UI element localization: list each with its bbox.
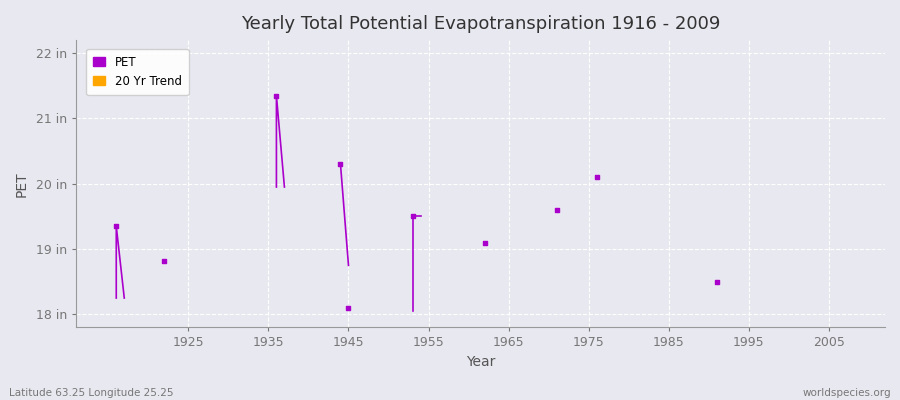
Title: Yearly Total Potential Evapotranspiration 1916 - 2009: Yearly Total Potential Evapotranspiratio… xyxy=(241,15,720,33)
X-axis label: Year: Year xyxy=(466,355,495,369)
Point xyxy=(405,213,419,220)
Point xyxy=(341,305,356,311)
Point xyxy=(550,207,564,213)
Legend: PET, 20 Yr Trend: PET, 20 Yr Trend xyxy=(86,49,189,95)
Point xyxy=(158,258,172,264)
Text: worldspecies.org: worldspecies.org xyxy=(803,388,891,398)
Point xyxy=(709,278,724,285)
Y-axis label: PET: PET xyxy=(15,171,29,196)
Text: Latitude 63.25 Longitude 25.25: Latitude 63.25 Longitude 25.25 xyxy=(9,388,174,398)
Point xyxy=(590,174,604,180)
Point xyxy=(109,223,123,230)
Point xyxy=(477,239,491,246)
Point xyxy=(333,161,347,167)
Point xyxy=(269,92,284,99)
